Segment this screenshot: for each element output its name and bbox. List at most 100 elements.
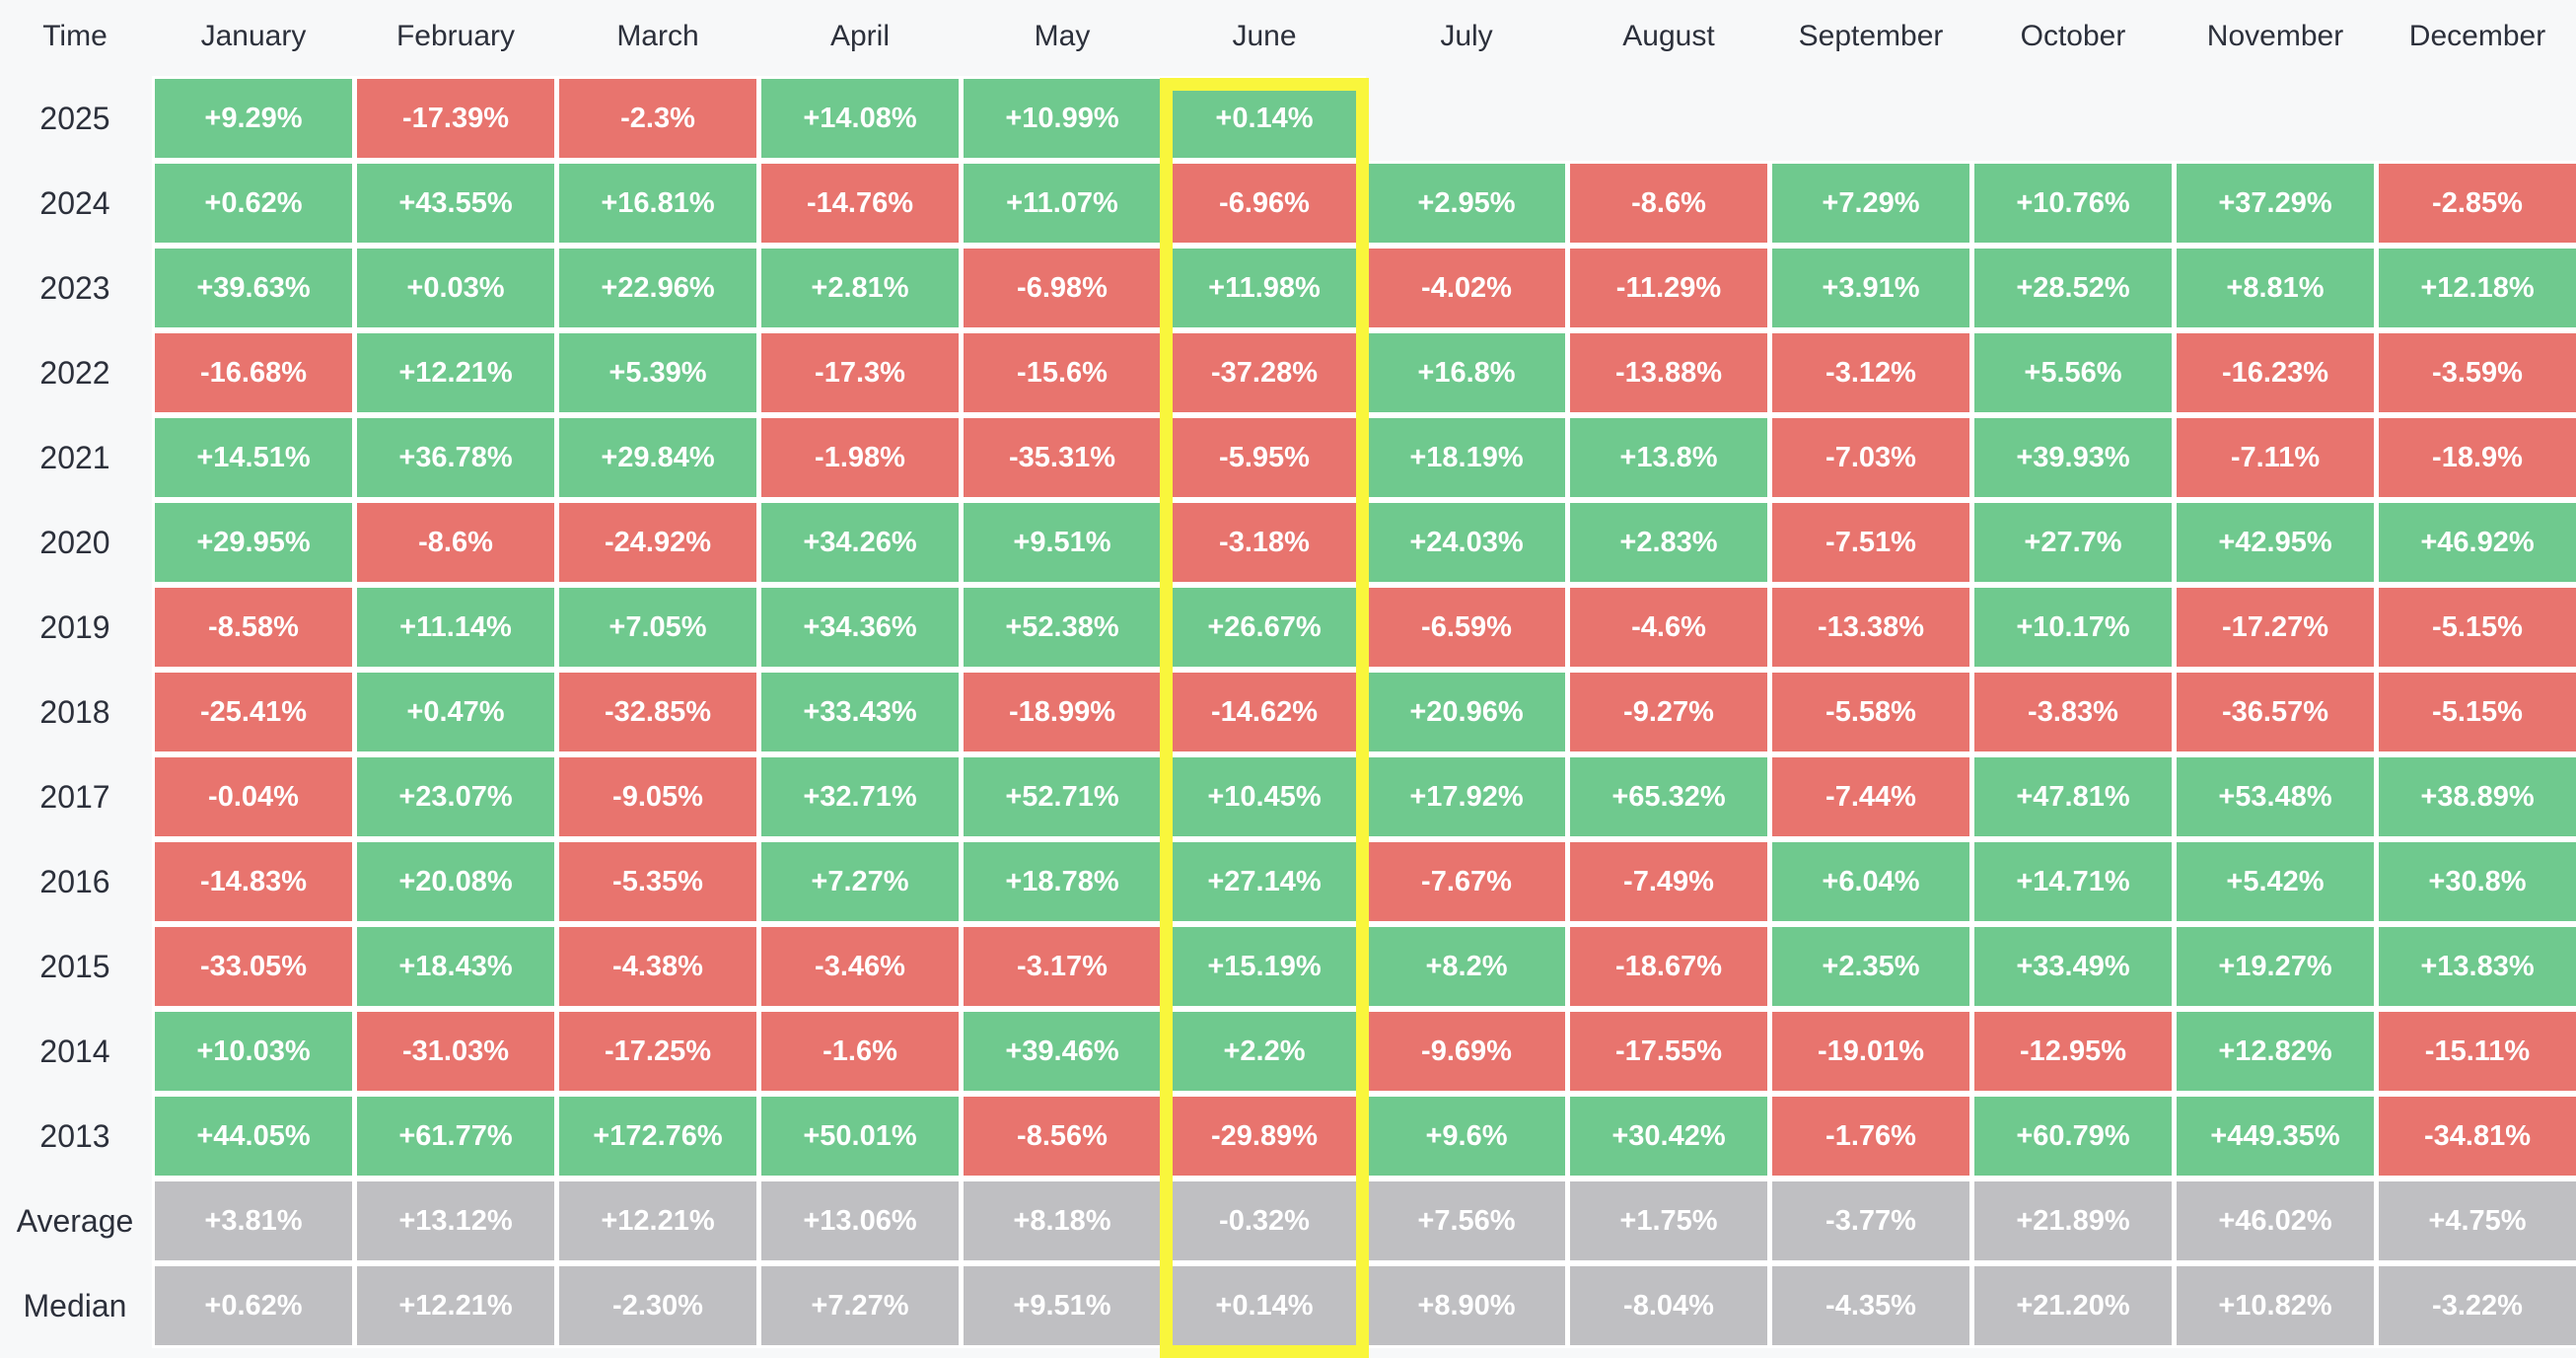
cell: +10.99% <box>964 79 1161 158</box>
cell: +6.04% <box>1772 842 1969 921</box>
cell: +8.81% <box>2177 249 2374 327</box>
cell: -14.83% <box>155 842 352 921</box>
cell: -16.68% <box>155 333 352 412</box>
cell: +60.79% <box>1974 1097 2172 1176</box>
column-header-may: May <box>1034 20 1091 52</box>
cell: +10.82% <box>2177 1266 2374 1345</box>
cell: +18.78% <box>964 842 1161 921</box>
cell: +52.71% <box>964 757 1161 836</box>
cell: +13.06% <box>761 1181 959 1260</box>
cell: -0.04% <box>155 757 352 836</box>
cell: +16.8% <box>1368 333 1565 412</box>
cell: -6.98% <box>964 249 1161 327</box>
cell: -4.02% <box>1368 249 1565 327</box>
cell: +2.95% <box>1368 164 1565 243</box>
cell: +34.26% <box>761 503 959 582</box>
cell: -5.35% <box>559 842 756 921</box>
cell: +39.93% <box>1974 418 2172 497</box>
cell: -8.6% <box>357 503 554 582</box>
cell: -1.6% <box>761 1012 959 1091</box>
cell: +29.84% <box>559 418 756 497</box>
cell: -5.15% <box>2379 588 2576 667</box>
column-header-june: June <box>1232 20 1297 52</box>
cell: +7.05% <box>559 588 756 667</box>
row-label-2016: 2016 <box>39 863 110 899</box>
cell: +13.12% <box>357 1181 554 1260</box>
row-label-2014: 2014 <box>39 1033 110 1069</box>
row-label-2024: 2024 <box>39 184 110 221</box>
cell: -7.03% <box>1772 418 1969 497</box>
cell: +18.19% <box>1368 418 1565 497</box>
cell: +11.14% <box>357 588 554 667</box>
cell: -13.88% <box>1570 333 1767 412</box>
cell: -5.95% <box>1166 418 1363 497</box>
cell: +44.05% <box>155 1097 352 1176</box>
cell: -32.85% <box>559 673 756 751</box>
cell: +172.76% <box>559 1097 756 1176</box>
cell: -15.6% <box>964 333 1161 412</box>
cell: +14.51% <box>155 418 352 497</box>
cell: +9.51% <box>964 1266 1161 1345</box>
cell: -2.85% <box>2379 164 2576 243</box>
column-header-august: August <box>1622 20 1715 52</box>
cell: +12.21% <box>559 1181 756 1260</box>
cell: +21.89% <box>1974 1181 2172 1260</box>
cell: +7.27% <box>761 842 959 921</box>
cell: +13.8% <box>1570 418 1767 497</box>
cell: +33.43% <box>761 673 959 751</box>
cell: -2.30% <box>559 1266 756 1345</box>
cell: +46.92% <box>2379 503 2576 582</box>
cell: -13.38% <box>1772 588 1969 667</box>
cell: +12.21% <box>357 1266 554 1345</box>
cell: +10.45% <box>1166 757 1363 836</box>
cell: +7.29% <box>1772 164 1969 243</box>
cell: -7.11% <box>2177 418 2374 497</box>
cell: +5.56% <box>1974 333 2172 412</box>
cell: +20.96% <box>1368 673 1565 751</box>
cell: -37.28% <box>1166 333 1363 412</box>
cell: +16.81% <box>559 164 756 243</box>
cell: +2.2% <box>1166 1012 1363 1091</box>
cell: -14.62% <box>1166 673 1363 751</box>
cell: -29.89% <box>1166 1097 1363 1176</box>
cell: +33.49% <box>1974 927 2172 1006</box>
cell: -0.32% <box>1166 1181 1363 1260</box>
cell: +61.77% <box>357 1097 554 1176</box>
cell: +9.51% <box>964 503 1161 582</box>
cell: +23.07% <box>357 757 554 836</box>
cell: +2.83% <box>1570 503 1767 582</box>
cell: -17.39% <box>357 79 554 158</box>
cell: +7.56% <box>1368 1181 1565 1260</box>
cell: -17.55% <box>1570 1012 1767 1091</box>
cell: -3.46% <box>761 927 959 1006</box>
cell: +29.95% <box>155 503 352 582</box>
cell: +0.62% <box>155 1266 352 1345</box>
cell: +30.42% <box>1570 1097 1767 1176</box>
cell <box>1974 79 2172 158</box>
column-header-april: April <box>829 20 890 52</box>
cell: +27.7% <box>1974 503 2172 582</box>
cell: -6.96% <box>1166 164 1363 243</box>
cell: +30.8% <box>2379 842 2576 921</box>
cell: -2.3% <box>559 79 756 158</box>
cell: +12.18% <box>2379 249 2576 327</box>
cell: +13.83% <box>2379 927 2576 1006</box>
cell: -3.22% <box>2379 1266 2576 1345</box>
cell: +10.17% <box>1974 588 2172 667</box>
row-label-2019: 2019 <box>39 608 110 645</box>
cell: -3.59% <box>2379 333 2576 412</box>
cell: -1.98% <box>761 418 959 497</box>
cell: +7.27% <box>761 1266 959 1345</box>
cell: -17.25% <box>559 1012 756 1091</box>
cell: +52.38% <box>964 588 1161 667</box>
cell: +17.92% <box>1368 757 1565 836</box>
cell: +0.03% <box>357 249 554 327</box>
cell: -8.56% <box>964 1097 1161 1176</box>
cell: -7.44% <box>1772 757 1969 836</box>
cell: -17.27% <box>2177 588 2374 667</box>
cell: +12.21% <box>357 333 554 412</box>
cell: +26.67% <box>1166 588 1363 667</box>
cell: +0.47% <box>357 673 554 751</box>
column-header-july: July <box>1440 20 1493 52</box>
cell: +15.19% <box>1166 927 1363 1006</box>
